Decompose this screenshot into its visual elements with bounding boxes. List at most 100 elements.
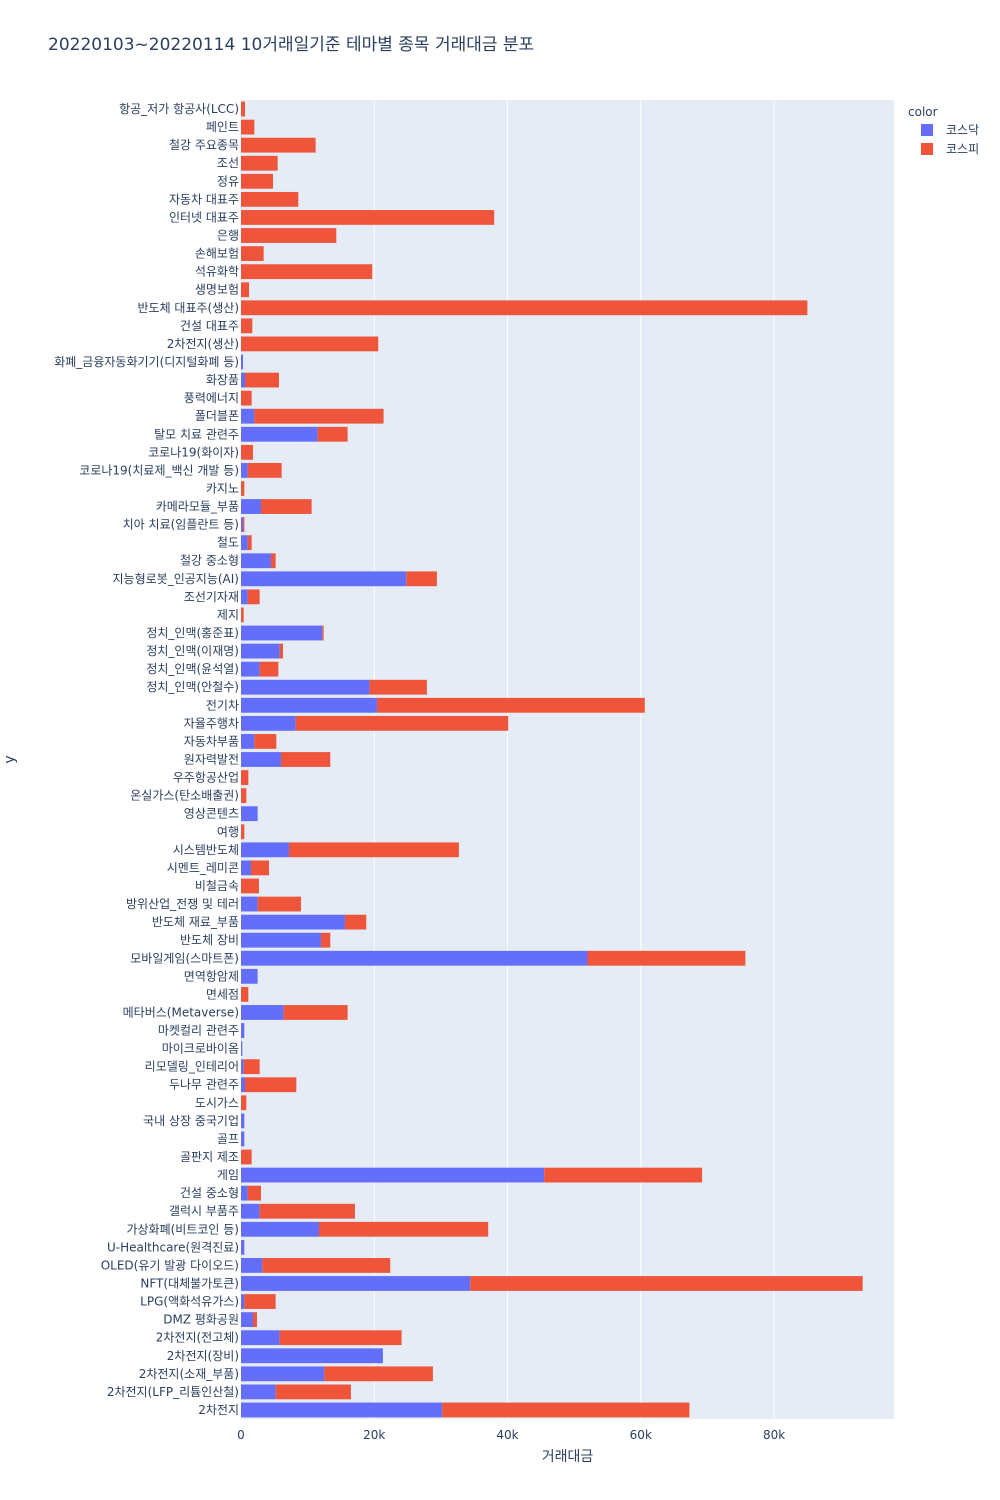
bar-코스닥: [241, 752, 281, 767]
y-tick-label: 손해보험: [195, 247, 239, 261]
y-tick-label: NFT(대체불가토큰): [140, 1276, 239, 1290]
bars: [241, 101, 863, 1418]
bar-코스피: [406, 571, 437, 587]
bar-코스닥: [241, 914, 345, 930]
bar-코스닥: [241, 643, 280, 659]
bar-코스피: [254, 408, 384, 424]
bar-코스닥: [241, 1185, 248, 1201]
legend-label[interactable]: 코스닥: [946, 123, 979, 137]
y-tick-label: 방위산업_전쟁 및 테러: [126, 897, 239, 911]
bar-코스피: [247, 462, 282, 478]
y-tick-label: 은행: [217, 228, 239, 243]
chart-title: 20220103~20220114 10거래일기준 테마별 종목 거래대금 분포: [48, 35, 534, 55]
bar-코스피: [376, 697, 645, 713]
bar-코스피: [244, 1294, 276, 1309]
bar-코스피: [279, 643, 283, 659]
x-tick-labels: 0 20k 40k 60k 80k: [237, 1428, 785, 1442]
y-tick-label: 가상화폐(비트코인 등): [126, 1222, 239, 1236]
bar-코스닥: [241, 842, 289, 858]
y-tick-label: 2차전지(장비): [167, 1349, 239, 1363]
y-tick-label: OLED(유기 발광 다이오드): [101, 1258, 239, 1272]
bar-코스피: [241, 824, 245, 840]
bar-코스닥: [241, 1059, 244, 1075]
plot-background: [241, 100, 894, 1419]
x-tick-label: 60k: [630, 1428, 652, 1442]
bar-코스닥: [241, 1312, 253, 1328]
bar-코스피: [241, 119, 255, 135]
bar-코스피: [369, 679, 427, 695]
y-tick-label: U-Healthcare(원격진료): [107, 1240, 239, 1254]
y-tick-label: 정치_인맥(홍준표): [146, 626, 239, 640]
bar-코스닥: [241, 1239, 245, 1255]
y-tick-label: 건설 대표주: [180, 319, 239, 333]
bar-코스닥: [241, 354, 243, 370]
bar-코스피: [241, 137, 316, 153]
bar-코스피: [241, 336, 379, 352]
bar-코스닥: [241, 517, 243, 533]
bar-코스닥: [241, 1294, 245, 1309]
bar-코스닥: [241, 806, 258, 822]
y-tick-label: 생명보험: [195, 283, 239, 297]
y-tick-label: 원자력발전: [184, 753, 239, 767]
bar-코스피: [344, 914, 367, 930]
y-tick-label: 석유화학: [195, 265, 239, 279]
bar-코스피: [241, 444, 253, 460]
y-tick-label: 시스템반도체: [173, 843, 239, 857]
y-tick-label: 골판지 제조: [180, 1150, 239, 1164]
bar-코스닥: [241, 1402, 443, 1418]
bar-코스피: [252, 1312, 257, 1328]
bar-코스닥: [241, 1077, 245, 1093]
y-tick-label: 화장품: [206, 373, 239, 387]
bar-코스닥: [241, 860, 251, 876]
bar-코스닥: [241, 734, 255, 749]
bar-코스닥: [241, 372, 245, 388]
y-tick-label: 2차전지(LFP_리튬인산철): [107, 1385, 239, 1399]
bar-코스피: [317, 426, 348, 442]
y-tick-label: 코로나19(치료제_백신 개발 등): [79, 463, 239, 477]
bar-코스피: [275, 1384, 351, 1400]
y-tick-label: 게임: [217, 1168, 239, 1182]
y-tick-label: 영상콘텐츠: [184, 807, 239, 821]
legend-label[interactable]: 코스피: [946, 142, 979, 156]
bar-코스피: [241, 986, 249, 1002]
bar-코스닥: [241, 408, 255, 424]
y-tick-label: 정치_인맥(안철수): [146, 680, 239, 694]
bar-코스닥: [241, 553, 271, 569]
legend-swatch[interactable]: [921, 143, 933, 155]
y-tick-label: 면역항암제: [184, 969, 239, 983]
bar-코스피: [244, 372, 279, 388]
y-tick-label: 조선: [217, 156, 239, 170]
y-tick-label: 정치_인맥(윤석열): [146, 662, 239, 676]
bar-코스피: [260, 499, 312, 514]
y-tick-label: 자동차부품: [184, 734, 239, 748]
y-tick-label: 온실가스(탄소배출권): [130, 789, 239, 803]
y-tick-label: 화폐_금융자동화기기(디지털화폐 등): [54, 355, 239, 369]
y-tick-label: 자동차 대표주: [169, 192, 239, 206]
bar-코스닥: [241, 679, 370, 695]
bar-코스피: [241, 264, 373, 280]
bar-코스피: [241, 1095, 247, 1111]
bar-코스닥: [241, 1330, 280, 1346]
y-tick-label: 우주항공산업: [173, 771, 239, 785]
y-tick-label: 리모델링_인테리어: [145, 1060, 239, 1074]
bar-코스피: [587, 950, 746, 966]
y-tick-label: 반도체 재료_부품: [152, 915, 239, 929]
y-tick-label: 정유: [217, 174, 239, 188]
y-tick-label: 정치_인맥(이재명): [146, 644, 239, 658]
y-tick-label: 마이크로바이옴: [162, 1042, 239, 1056]
y-tick-label: 지능형로봇_인공지능(AI): [113, 572, 239, 586]
bar-코스피: [259, 1203, 355, 1219]
bar-코스닥: [241, 1023, 245, 1038]
y-tick-label: 시멘트_레미콘: [167, 861, 239, 875]
y-tick-label: 탈모 치료 관련주: [154, 427, 239, 441]
bar-코스닥: [241, 1384, 276, 1400]
y-tick-label: 여행: [217, 824, 239, 839]
bar-코스닥: [241, 571, 407, 587]
bar-코스피: [270, 553, 276, 569]
legend-swatch[interactable]: [921, 124, 933, 136]
bar-코스피: [241, 788, 247, 804]
x-tick-label: 0: [237, 1428, 245, 1442]
